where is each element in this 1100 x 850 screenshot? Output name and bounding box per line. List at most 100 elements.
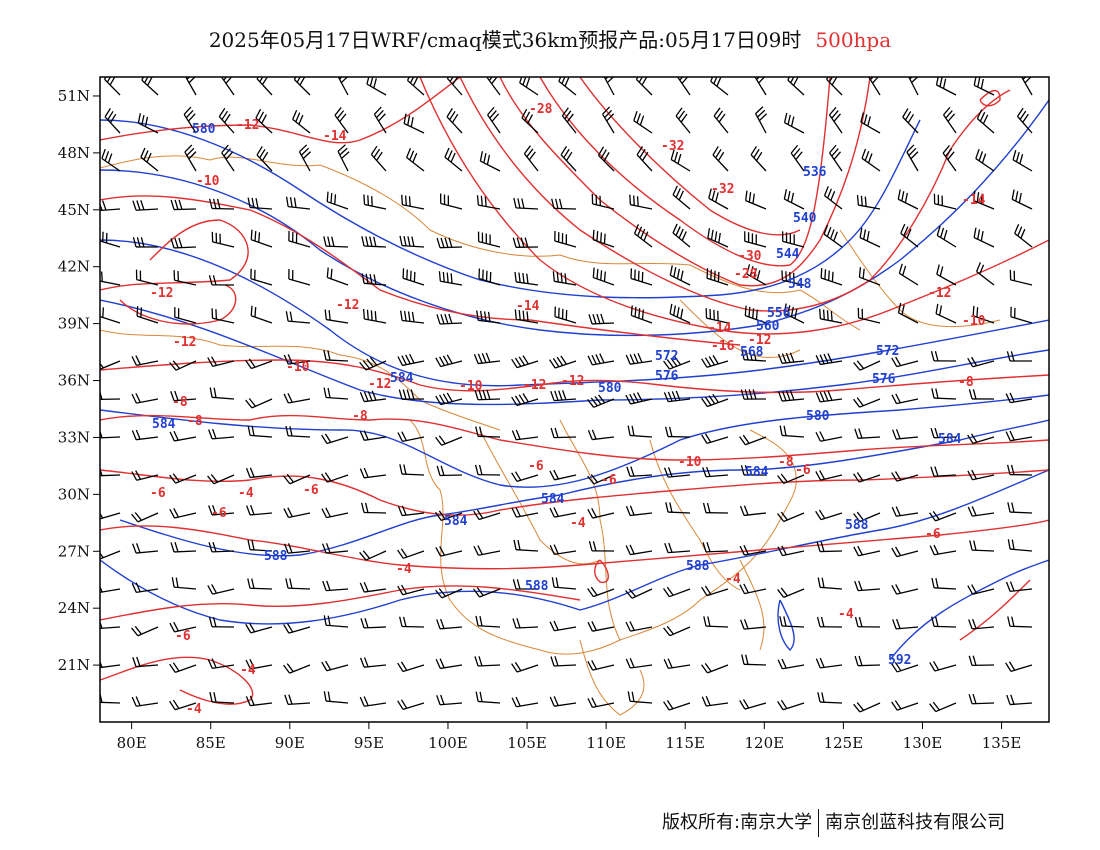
temperature-label: -10: [286, 360, 310, 375]
wind-barb: [867, 77, 881, 96]
wind-barb: [969, 540, 995, 552]
wind-barb: [968, 618, 995, 630]
axis-ticks: [93, 95, 1003, 729]
wind-barb: [359, 467, 387, 479]
wind-barb: [285, 311, 311, 324]
wind-barb: [592, 229, 615, 248]
wind-barb: [173, 270, 197, 286]
wind-barb: [853, 360, 881, 371]
wind-barb: [706, 268, 729, 286]
wind-barb: [931, 616, 957, 628]
wind-barb: [141, 77, 159, 96]
wind-barb: [942, 144, 957, 172]
wind-barb: [744, 305, 767, 324]
temperature-label: -4: [238, 486, 254, 501]
temperature-label: -12: [748, 333, 771, 348]
wind-barb: [131, 625, 159, 637]
wind-barb: [677, 77, 691, 96]
wind-barb: [473, 545, 501, 556]
wind-barb: [552, 271, 577, 286]
wind-barb: [943, 106, 957, 134]
wind-barb: [361, 273, 387, 286]
wind-barb: [512, 237, 539, 248]
wind-barb: [209, 198, 235, 210]
wind-barb: [739, 699, 767, 710]
wind-barb: [169, 473, 197, 484]
wind-barb: [549, 469, 577, 481]
wind-barb: [487, 106, 501, 134]
wind-barb: [400, 310, 425, 324]
wind-barb: [512, 579, 539, 590]
wind-barb: [100, 512, 121, 520]
wind-barb: [554, 306, 577, 324]
wind-barb: [630, 305, 653, 324]
wind-barb: [209, 691, 235, 704]
wind-barb: [819, 308, 843, 324]
temperature-label: -6: [175, 629, 191, 644]
height-label: 588: [525, 579, 549, 594]
wind-barb: [625, 588, 653, 599]
temperature-label: -6: [925, 527, 941, 542]
wind-barb: [283, 543, 311, 554]
wind-barb: [777, 587, 805, 598]
wind-barb: [587, 508, 615, 519]
wind-barb: [359, 550, 387, 561]
wind-barb: [131, 696, 159, 707]
lon-label: 105E: [507, 734, 547, 752]
height-label: 572: [655, 349, 678, 364]
wind-barb: [816, 541, 843, 553]
wind-barb: [1005, 661, 1033, 672]
wind-barb: [435, 392, 463, 406]
wind-barb: [967, 584, 995, 595]
wind-barb: [967, 469, 995, 481]
wind-barb: [322, 543, 349, 554]
wind-barb: [636, 146, 653, 172]
wind-barb: [635, 77, 653, 96]
wind-barb: [703, 616, 729, 628]
height-label: 568: [740, 345, 764, 360]
wind-barb: [283, 473, 311, 485]
height-label: 588: [264, 549, 288, 564]
wind-barb: [560, 146, 577, 172]
wind-barb: [402, 268, 425, 286]
wind-barb: [713, 107, 729, 134]
wind-barb: [854, 616, 881, 628]
wind-barb: [740, 465, 767, 476]
wind-barb: [131, 355, 159, 366]
wind-barb: [211, 308, 235, 324]
wind-barb: [664, 542, 691, 554]
wind-barb: [1006, 694, 1033, 706]
wind-barb: [549, 620, 577, 632]
wind-barb: [549, 696, 577, 707]
copyright-footer: 版权所有:南京大学 南京创蓝科技有限公司: [662, 808, 1005, 837]
wind-barb: [473, 587, 501, 598]
wind-barb: [891, 584, 919, 595]
wind-barb: [826, 77, 843, 96]
wind-barb: [625, 621, 653, 632]
wind-barb: [891, 700, 919, 711]
wind-barb: [361, 236, 387, 248]
wind-barb: [663, 390, 691, 403]
wind-barb: [1006, 464, 1033, 476]
wind-barb: [511, 662, 539, 673]
temperature-label: -16: [711, 339, 735, 354]
wind-barb: [104, 108, 121, 134]
wind-barb: [892, 618, 919, 630]
temperature-label: -28: [529, 102, 553, 117]
wind-barb: [782, 231, 805, 248]
wind-barb: [854, 428, 881, 439]
wind-barb: [100, 271, 121, 286]
wind-barb: [853, 397, 881, 408]
wind-barb: [475, 691, 501, 704]
wind-barb: [140, 147, 159, 172]
height-label: 584: [938, 432, 962, 447]
wind-barb: [712, 146, 729, 172]
wind-barb: [255, 108, 273, 134]
wind-barb: [854, 580, 881, 592]
wind-barb: [326, 191, 349, 210]
wind-barb: [625, 392, 653, 405]
wind-barb: [861, 148, 881, 172]
wind-barb: [739, 505, 767, 517]
lon-label: 130E: [903, 734, 943, 752]
